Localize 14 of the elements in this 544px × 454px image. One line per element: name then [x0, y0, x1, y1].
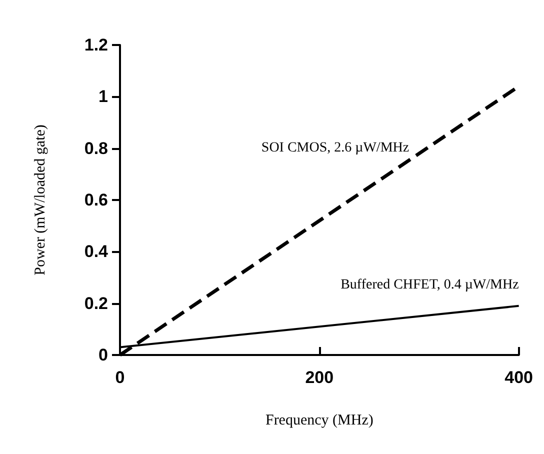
series-label: SOI CMOS, 2.6 µW/MHz — [261, 140, 410, 156]
x-tick-label: 200 — [305, 368, 334, 387]
y-axis-title: Power (mW/loaded gate) — [32, 124, 48, 276]
x-axis-title: Frequency (MHz) — [265, 412, 374, 428]
y-tick-label: 0.6 — [84, 190, 108, 210]
y-tick-label: 0 — [98, 346, 108, 364]
series-label: Buffered CHFET, 0.4 µW/MHz — [340, 277, 519, 292]
x-tick-label: 0 — [115, 368, 125, 387]
y-tick-label: 0.8 — [84, 138, 108, 158]
y-tick-label: 0.2 — [84, 294, 108, 313]
y-tick-label: 1 — [98, 87, 108, 106]
y-tick-label: 0.4 — [84, 242, 109, 262]
x-tick-label: 400 — [504, 368, 534, 387]
y-tick-label: 1.2 — [84, 36, 108, 54]
